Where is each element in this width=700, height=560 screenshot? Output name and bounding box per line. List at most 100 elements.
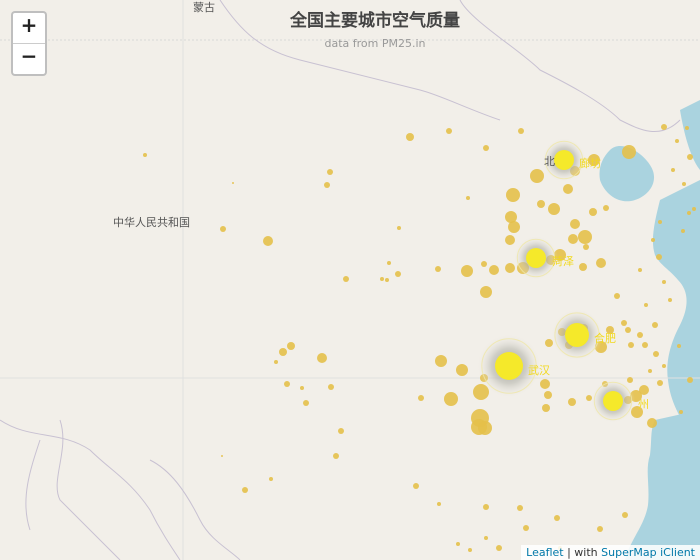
station-dot [496, 545, 502, 551]
station-dots [143, 124, 696, 552]
highlighted-cities [477, 138, 635, 423]
highlight-hangzhou[interactable] [591, 379, 635, 423]
city-core [526, 248, 546, 268]
station-dot [505, 211, 517, 223]
station-dot [603, 205, 609, 211]
station-dot [542, 404, 550, 412]
attribution: Leaflet | with SuperMap iClient [521, 545, 700, 560]
station-dot [681, 229, 685, 233]
station-dot [668, 298, 672, 302]
station-dot [437, 502, 441, 506]
city-ring [516, 238, 556, 278]
city-ring [554, 312, 600, 358]
station-dot [627, 377, 633, 383]
supermap-link[interactable]: SuperMap iClient [601, 546, 695, 559]
station-dot [387, 261, 391, 265]
zoom-in-button[interactable]: + [13, 13, 45, 44]
station-dot [483, 504, 489, 510]
station-dot [279, 348, 287, 356]
station-dot [263, 236, 273, 246]
station-dot [466, 196, 470, 200]
zoom-out-button[interactable]: − [20, 44, 38, 68]
city-label-beijing-prefix: 北 [544, 155, 555, 168]
zoom-control: + − [11, 11, 47, 76]
station-dot [687, 211, 691, 215]
station-dot [505, 235, 515, 245]
station-dot [473, 384, 489, 400]
station-dot [413, 483, 419, 489]
station-dot [687, 154, 693, 160]
station-dot [518, 128, 524, 134]
station-dot [631, 406, 643, 418]
station-dot [578, 230, 592, 244]
station-dot [540, 379, 550, 389]
station-dot [220, 226, 226, 232]
station-dot [274, 360, 278, 364]
city-label-hangzhou: 州 [638, 398, 649, 411]
station-dot [675, 139, 679, 143]
map-subtitle: data from PM25.in [324, 37, 426, 50]
station-dot [435, 355, 447, 367]
title-block: 全国主要城市空气质量 data from PM25.in [250, 6, 500, 50]
station-dot [478, 421, 492, 435]
station-dot [622, 145, 636, 159]
station-dot [638, 268, 642, 272]
leaflet-link[interactable]: Leaflet [526, 546, 564, 559]
station-dot [242, 487, 248, 493]
station-dot [597, 526, 603, 532]
station-dot [456, 364, 468, 376]
highlight-beijing[interactable] [542, 138, 586, 182]
station-dot [644, 303, 648, 307]
station-dot [677, 344, 681, 348]
highlight-hefei[interactable] [551, 309, 603, 361]
station-dot [596, 258, 606, 268]
station-dot [523, 525, 529, 531]
station-dot [143, 153, 147, 157]
station-dot [651, 238, 655, 242]
yellow-sea [652, 180, 700, 430]
station-dot [287, 342, 295, 350]
station-dot [692, 207, 696, 211]
korea-sea [680, 100, 700, 170]
station-dot [652, 322, 658, 328]
city-core [565, 323, 589, 347]
station-dot [221, 455, 223, 457]
station-dot [588, 154, 600, 166]
station-dot [444, 392, 458, 406]
city-core [495, 352, 523, 380]
station-dot [269, 477, 273, 481]
station-dot [548, 203, 560, 215]
station-dot [544, 391, 552, 399]
station-dot [589, 208, 597, 216]
station-dot [621, 320, 627, 326]
station-dot [317, 353, 327, 363]
station-dot [642, 342, 648, 348]
station-dot [380, 277, 384, 281]
station-dot [284, 381, 290, 387]
station-dot [333, 453, 339, 459]
station-dot [622, 512, 628, 518]
city-core [603, 391, 623, 411]
city-ring [593, 381, 633, 421]
city-label-hefei: 合肥 [594, 331, 616, 345]
station-dot [484, 536, 488, 540]
station-dot [505, 263, 515, 273]
station-dot [303, 400, 309, 406]
station-dot [418, 395, 424, 401]
station-dot [300, 386, 304, 390]
station-dot [506, 188, 520, 202]
station-dot [343, 276, 349, 282]
highlight-wuhan[interactable] [477, 334, 541, 398]
highlight-heze[interactable] [514, 236, 558, 280]
city-label-heze: 菏泽 [552, 255, 574, 268]
station-dot [395, 271, 401, 277]
station-dot [685, 126, 689, 130]
station-dot [625, 327, 631, 333]
station-dot [406, 133, 414, 141]
station-dot [568, 398, 576, 406]
station-dot [653, 351, 659, 357]
station-dot [461, 265, 473, 277]
station-dot [435, 266, 441, 272]
